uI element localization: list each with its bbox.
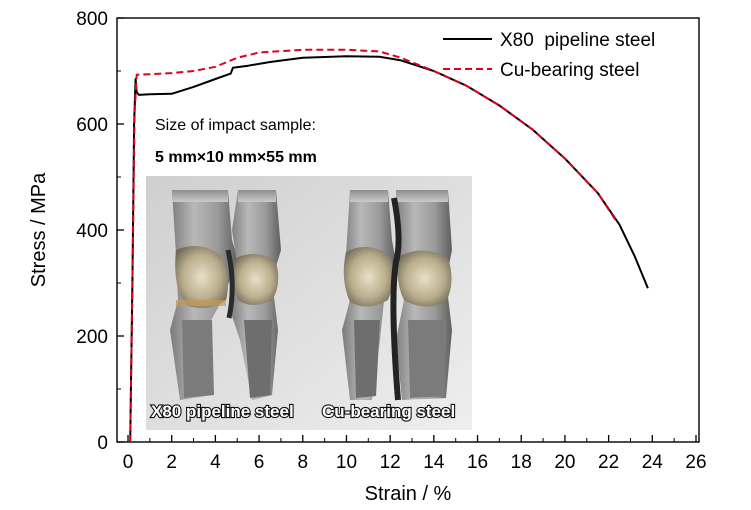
legend-label-cu: Cu-bearing steel <box>500 60 639 81</box>
x-axis-title: Strain / % <box>365 483 452 505</box>
legend-label-x80: X80 pipeline steel <box>500 30 655 51</box>
impact-sample-photo: X80 pipeline steel Cu-bearing steel <box>146 176 472 430</box>
legend: X80 pipeline steel Cu-bearing steel <box>443 30 655 81</box>
x-tick-label: 22 <box>598 452 619 473</box>
x-tick-label: 16 <box>467 452 488 473</box>
series-line-cu-bearing <box>129 48 617 443</box>
photo-label-x80: X80 pipeline steel <box>151 402 294 421</box>
x-tick-label: 12 <box>380 452 401 473</box>
x-tick-label: 24 <box>642 452 664 473</box>
annotation-sample-size-value: 5 mm×10 mm×55 mm <box>155 149 317 166</box>
x-tick-label: 6 <box>254 452 265 473</box>
y-tick-label: 200 <box>76 327 108 348</box>
y-tick-label: 0 <box>97 433 108 454</box>
y-tick-label: 400 <box>76 221 108 242</box>
x-tick-label: 2 <box>166 452 177 473</box>
x-axis-ticks: 0 2 4 6 8 10 12 14 16 18 20 22 24 26 <box>123 435 707 473</box>
x-tick-label: 18 <box>511 452 532 473</box>
x-tick-label: 26 <box>685 452 706 473</box>
x-tick-label: 10 <box>336 452 357 473</box>
series-layer <box>129 48 649 443</box>
y-axis-title: Stress / MPa <box>28 172 50 287</box>
x-tick-label: 20 <box>554 452 575 473</box>
photo-label-cu: Cu-bearing steel <box>322 402 455 421</box>
y-axis-ticks: 0 200 400 600 800 <box>76 9 124 454</box>
x-tick-label: 4 <box>210 452 221 473</box>
y-tick-label: 800 <box>76 9 108 30</box>
x-tick-label: 8 <box>297 452 308 473</box>
annotation-sample-size-title: Size of impact sample: <box>155 117 316 134</box>
x-tick-label: 14 <box>423 452 445 473</box>
x-tick-label: 0 <box>123 452 134 473</box>
y-tick-label: 600 <box>76 115 108 136</box>
